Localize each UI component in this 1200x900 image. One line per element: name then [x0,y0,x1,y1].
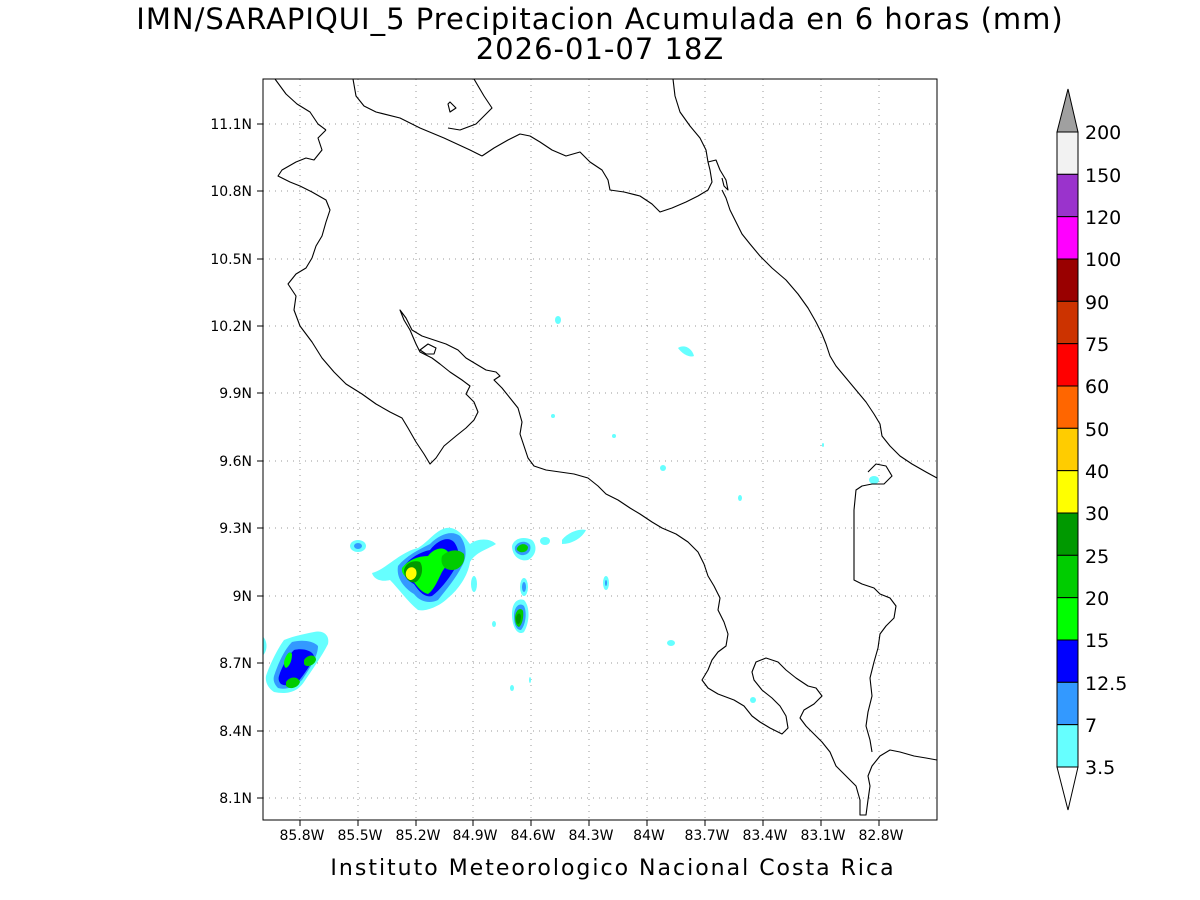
lat-label: 9N [233,589,252,605]
colorbar-swatch [1056,343,1079,387]
colorbar: 200 150 120 100 90 75 60 50 40 30 25 20 … [1056,88,1127,811]
lon-label: 85.8W [279,828,324,844]
colorbar-label: 90 [1085,292,1109,314]
colorbar-label: 30 [1085,503,1109,525]
colorbar-label: 15 [1085,630,1109,652]
colorbar-swatch [1056,597,1079,641]
colorbar-label: 20 [1085,588,1109,610]
lon-label: 84W [633,828,665,844]
colorbar-label: 7 [1085,715,1097,737]
map-frame [262,78,938,821]
colorbar-swatch [1056,131,1079,175]
latitude-axis: 11.1N 10.8N 10.5N 10.2N 9.9N 9.6N 9.3N 9… [210,117,263,807]
colorbar-label: 12.5 [1085,673,1127,695]
colorbar-swatch [1056,724,1079,768]
colorbar-swatch [1056,470,1079,514]
precipitation-field [263,316,879,703]
colorbar-swatch [1056,173,1079,218]
lat-label: 9.6N [219,454,252,470]
lat-label: 8.4N [219,724,252,740]
colorbar-label: 60 [1085,376,1109,398]
colorbar-label: 150 [1085,165,1121,187]
colorbar-under-arrow [1056,766,1079,811]
colorbar-label: 200 [1085,122,1121,144]
lat-label: 10.5N [210,252,252,268]
lon-label: 84.3W [568,828,613,844]
colorbar-swatch [1056,681,1079,726]
lon-label: 84.6W [510,828,555,844]
map-title: IMN/SARAPIQUI_5 Precipitacion Acumulada … [136,2,1064,36]
lat-label: 9.9N [219,386,252,402]
coastline [274,79,937,816]
colorbar-swatch [1056,385,1079,429]
lon-label: 83.7W [684,828,729,844]
map-grid [263,79,937,820]
colorbar-swatch [1056,300,1079,345]
colorbar-label: 75 [1085,334,1109,356]
colorbar-swatch [1056,639,1079,683]
lat-label: 10.8N [210,184,252,200]
colorbar-label: 100 [1085,249,1121,271]
longitude-axis: 85.8W 85.5W 85.2W 84.9W 84.6W 84.3W 84W … [279,820,904,844]
lat-label: 10.2N [210,319,252,335]
lat-label: 9.3N [219,521,252,537]
colorbar-over-arrow [1056,88,1079,133]
colorbar-label: 40 [1085,461,1109,483]
lon-label: 84.9W [452,828,497,844]
colorbar-swatch [1056,427,1079,472]
colorbar-label: 3.5 [1085,757,1115,779]
lat-label: 11.1N [210,117,252,133]
colorbar-swatch [1056,512,1079,556]
lon-label: 83.1W [800,828,845,844]
footer-credit: Instituto Meteorologico Nacional Costa R… [330,856,896,881]
colorbar-label: 50 [1085,419,1109,441]
colorbar-swatch [1056,258,1079,302]
lon-label: 82.8W [858,828,903,844]
colorbar-label: 120 [1085,207,1121,229]
map-datetime: 2026-01-07 18Z [475,32,725,66]
colorbar-swatch [1056,554,1079,599]
colorbar-label: 25 [1085,546,1109,568]
lon-label: 85.5W [337,828,382,844]
lat-label: 8.1N [219,791,252,807]
lon-label: 83.4W [742,828,787,844]
colorbar-swatch [1056,216,1079,260]
lat-label: 8.7N [219,656,252,672]
lon-label: 85.2W [395,828,440,844]
